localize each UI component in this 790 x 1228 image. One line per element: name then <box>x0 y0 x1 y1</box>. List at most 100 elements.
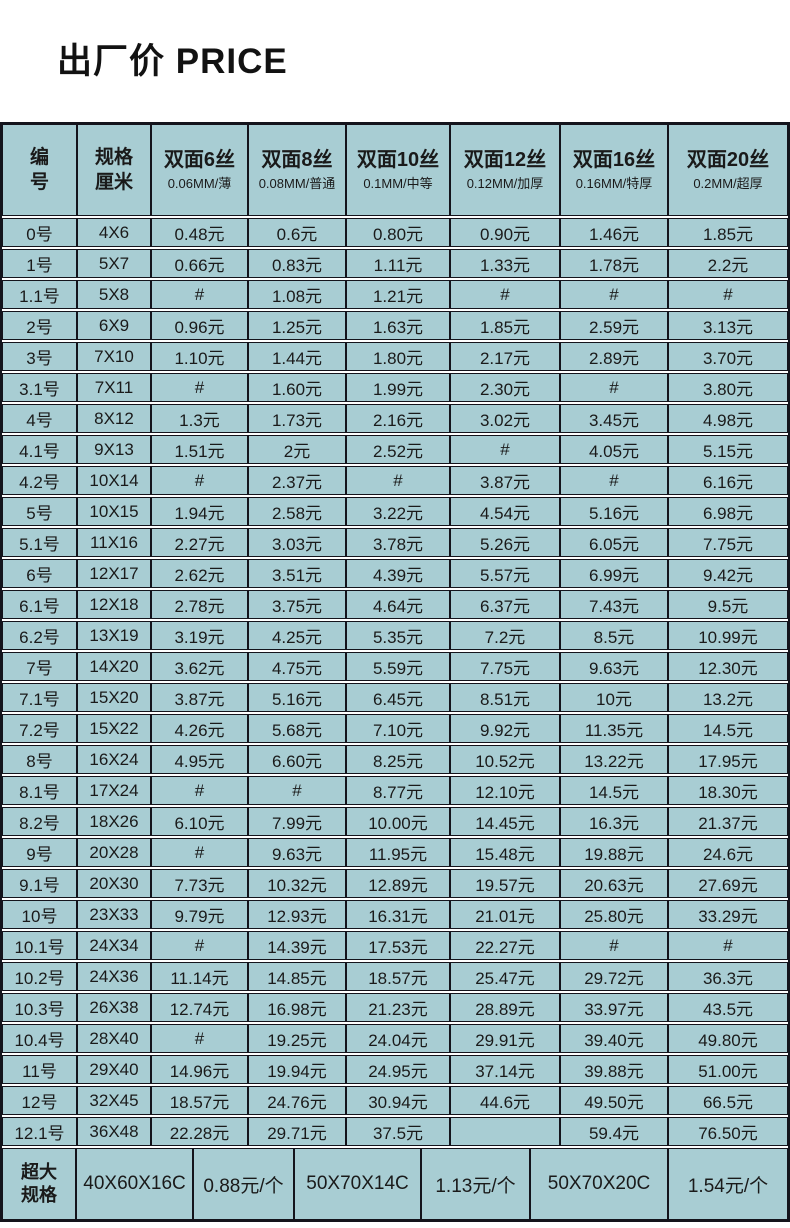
cell-text: 9.5元 <box>707 597 749 616</box>
price-cell: 49.80元 <box>668 1024 788 1053</box>
price-cell: 1.10元 <box>151 342 248 371</box>
price-cell: # <box>151 280 248 309</box>
price-cell: 25.80元 <box>560 900 668 929</box>
price-cell: 0.6元 <box>248 218 346 247</box>
price-cell: 5.57元 <box>450 559 560 588</box>
price-cell: 7.10元 <box>346 714 450 743</box>
price-cell: 20.63元 <box>560 869 668 898</box>
cell-text: 33.29元 <box>698 907 758 926</box>
price-cell: 4.75元 <box>248 652 346 681</box>
cell-text: 11X16 <box>90 532 138 552</box>
cell-text: 11.95元 <box>368 845 428 864</box>
cell-text: 24.6元 <box>702 845 754 864</box>
row-id-cell: 1号 <box>2 249 77 278</box>
oversize-cell: 50X70X14C <box>294 1148 421 1220</box>
table-row: 10.1号 24X34 #14.39元 17.53元 22.27元 # # <box>2 931 788 960</box>
cell-text: 3.87元 <box>174 690 225 709</box>
cell-text: 3.78元 <box>372 535 424 554</box>
price-cell: 5.59元 <box>346 652 450 681</box>
cell-text: # <box>500 439 510 459</box>
cell-text: 49.50元 <box>584 1093 644 1112</box>
cell-text: # <box>723 284 733 304</box>
oversize-label: 超大 规格 <box>2 1148 76 1220</box>
cell-text: 5.57元 <box>479 566 531 585</box>
col-header-thickness-5: 双面16丝 0.16MM/特厚 <box>560 124 668 216</box>
cell-text: 7X11 <box>94 377 134 397</box>
cell-text: 8.5元 <box>593 628 635 647</box>
cell-text: # <box>194 470 205 490</box>
cell-text: 6.1号 <box>19 597 60 616</box>
cell-text: 51.00元 <box>698 1062 758 1081</box>
cell-text: 1.51元 <box>174 442 225 461</box>
table-row: 7号 14X20 3.62元 4.75元 5.59元 7.75元 9.63元 12.30元 <box>2 652 788 681</box>
row-spec-cell: 7X11 <box>77 373 151 402</box>
price-cell <box>450 1117 560 1146</box>
price-cell: 39.88元 <box>560 1055 668 1084</box>
cell-text: # <box>194 780 205 800</box>
price-cell: 6.10元 <box>151 807 248 836</box>
cell-text: 0.90元 <box>479 225 531 244</box>
price-cell: 25.47元 <box>450 962 560 991</box>
table-row: 12.1号 36X48 22.28元 29.71元 37.5元 59.4元 76.50元 <box>2 1117 788 1146</box>
cell-text: 7.10元 <box>372 721 424 740</box>
cell-text: 8.1号 <box>19 783 60 802</box>
price-cell: 0.80元 <box>346 218 450 247</box>
cell-text: 4.64元 <box>372 597 424 616</box>
cell-text: 4.05元 <box>588 442 640 461</box>
cell-text: 1.25元 <box>271 318 323 337</box>
price-cell: 4.54元 <box>450 497 560 526</box>
table-row: 5.1号 11X16 2.27元 3.03元 3.78元 5.26元 6.05元 7.75元 <box>2 528 788 557</box>
price-cell: 8.5元 <box>560 621 668 650</box>
cell-text: 37.14元 <box>475 1062 535 1081</box>
col-header-thickness-6: 双面20丝 0.2MM/超厚 <box>668 124 788 216</box>
table-row: 9.1号 20X30 7.73元 10.32元 12.89元 19.57元 20.63元 27… <box>2 869 788 898</box>
price-cell: 24.76元 <box>248 1086 346 1115</box>
price-cell: 6.05元 <box>560 528 668 557</box>
price-cell: 2.58元 <box>248 497 346 526</box>
price-cell: 1.08元 <box>248 280 346 309</box>
row-spec-cell: 16X24 <box>77 745 151 774</box>
price-cell: 8.25元 <box>346 745 450 774</box>
cell-text: 17X24 <box>89 780 139 800</box>
row-id-cell: 3.1号 <box>2 373 77 402</box>
table-row: 4.1号 9X13 1.51元 2元 2.52元 #4.05元 5.15元 <box>2 435 788 464</box>
cell-text: 28X40 <box>89 1028 139 1048</box>
cell-text: 37.5元 <box>372 1124 424 1143</box>
price-cell: 11.14元 <box>151 962 248 991</box>
cell-text: 6.2号 <box>19 628 60 647</box>
price-cell: 1.3元 <box>151 404 248 433</box>
price-cell: # <box>151 838 248 867</box>
price-cell: 1.99元 <box>346 373 450 402</box>
price-cell: 76.50元 <box>668 1117 788 1146</box>
cell-text: 17.53元 <box>368 938 428 957</box>
price-cell: 1.11元 <box>346 249 450 278</box>
price-cell: 7.2元 <box>450 621 560 650</box>
cell-text: 44.6元 <box>479 1093 531 1112</box>
price-cell: 9.5元 <box>668 590 788 619</box>
price-cell: 59.4元 <box>560 1117 668 1146</box>
row-spec-cell: 11X16 <box>77 528 151 557</box>
price-cell: # <box>450 280 560 309</box>
cell-text: 2.78元 <box>174 597 225 616</box>
cell-text: 10.52元 <box>475 752 535 771</box>
price-cell: # <box>151 776 248 805</box>
cell-text: 12X18 <box>89 594 139 614</box>
table-row: 6.2号 13X19 3.19元 4.25元 5.35元 7.2元 8.5元 10.99元 <box>2 621 788 650</box>
cell-text: 7.75元 <box>479 659 531 678</box>
price-cell: 12.93元 <box>248 900 346 929</box>
row-spec-cell: 8X12 <box>77 404 151 433</box>
price-cell: 6.37元 <box>450 590 560 619</box>
price-cell: # <box>668 931 788 960</box>
price-cell: 49.50元 <box>560 1086 668 1115</box>
price-cell: 9.92元 <box>450 714 560 743</box>
price-cell: 29.71元 <box>248 1117 346 1146</box>
row-spec-cell: 9X13 <box>77 435 151 464</box>
price-cell: 16.3元 <box>560 807 668 836</box>
row-id-cell: 2号 <box>2 311 77 340</box>
table-row: 8号 16X24 4.95元 6.60元 8.25元 10.52元 13.22元 17.95元 <box>2 745 788 774</box>
cell-text: 2.2元 <box>707 256 749 275</box>
cell-text: 3.75元 <box>271 597 323 616</box>
row-id-cell: 6.2号 <box>2 621 77 650</box>
price-cell: 24.95元 <box>346 1055 450 1084</box>
price-cell: 2.52元 <box>346 435 450 464</box>
